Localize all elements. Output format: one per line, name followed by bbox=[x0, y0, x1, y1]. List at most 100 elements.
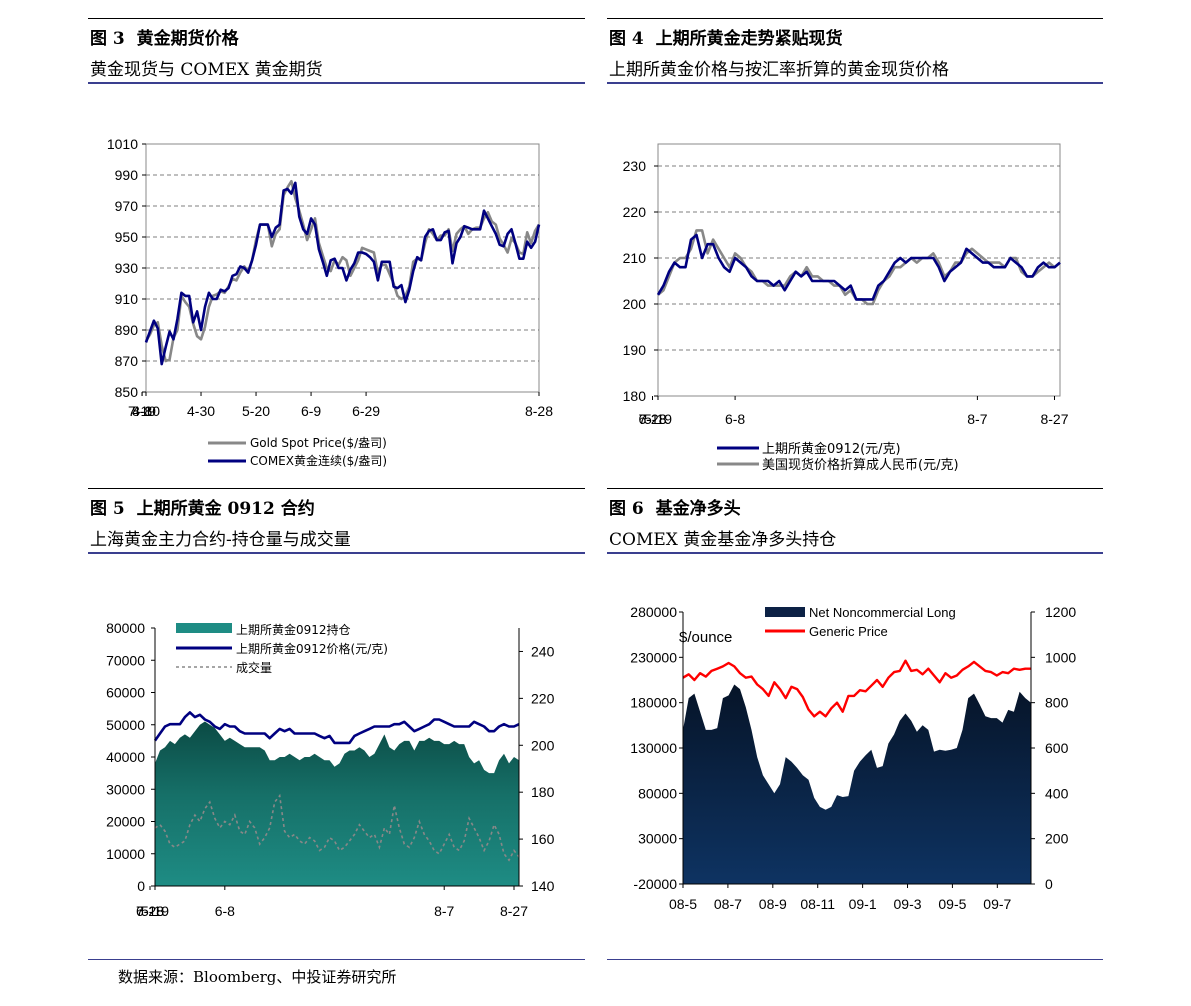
header-top-rule bbox=[88, 18, 585, 19]
y-tick-label: -20000 bbox=[633, 876, 677, 892]
y-tick-label: 80000 bbox=[638, 785, 677, 801]
plot-area bbox=[657, 143, 1061, 397]
y2-tick-label: 220 bbox=[531, 690, 555, 706]
y-tick-label: 990 bbox=[115, 167, 139, 183]
y-tick-label: 180 bbox=[623, 388, 647, 404]
x-tick-label: 8-7 bbox=[967, 411, 987, 427]
legend-label: Gold Spot Price($/盎司) bbox=[250, 436, 387, 450]
series-area-0 bbox=[155, 721, 519, 886]
figure-title: 图 6 基金净多头 bbox=[609, 499, 741, 519]
x-tick-label: 8-27 bbox=[500, 903, 528, 919]
legend-label: Generic Price bbox=[809, 624, 888, 639]
y-tick-label: 210 bbox=[623, 250, 647, 266]
y2-tick-label: 800 bbox=[1045, 695, 1069, 711]
series-line-2 bbox=[154, 793, 520, 862]
y2-tick-label: 200 bbox=[1045, 831, 1069, 847]
figure-subtitle: 上海黄金主力合约-持仓量与成交量 bbox=[90, 530, 351, 550]
x-tick-label: 5-19 bbox=[644, 411, 672, 427]
x-tick-label: 6-28 bbox=[136, 903, 164, 919]
series-line-1 bbox=[682, 659, 1031, 718]
x-tick-label: 09-5 bbox=[938, 896, 966, 912]
y2-tick-label: 1000 bbox=[1045, 649, 1076, 665]
y-tick-label: 190 bbox=[623, 342, 647, 358]
legend-label: 上期所黄金0912持仓 bbox=[236, 622, 351, 637]
panel-shfe-0912-contract: 图 5 上期所黄金 0912 合约 上海黄金主力合约-持仓量与成交量 0 1000… bbox=[88, 488, 585, 958]
chart-gold-futures: 850 870 890 910 930 950 970 990 1010 4-10 4-30 5-20… bbox=[107, 136, 553, 468]
x-tick-label: 08-9 bbox=[759, 896, 787, 912]
legend-label: COMEX黄金连续($/盎司) bbox=[250, 453, 387, 468]
x-tick-label: 6-8 bbox=[215, 903, 235, 919]
x-tick-label: 8-7 bbox=[434, 903, 454, 919]
x-tick-label: 08-11 bbox=[800, 896, 835, 912]
x-tick-label: 4-10 bbox=[132, 403, 160, 419]
x-tick-label: 7-18 bbox=[136, 903, 164, 919]
legend-label: 美国现货价格折算成人民币(元/克) bbox=[762, 457, 959, 473]
y-tick-label: 910 bbox=[115, 291, 139, 307]
y-tick-label: 0 bbox=[137, 878, 145, 894]
y-tick-label: 970 bbox=[115, 198, 139, 214]
y-tick-label: 280000 bbox=[630, 604, 677, 620]
x-tick-label: 7-18 bbox=[638, 411, 666, 427]
header-bottom-rule bbox=[88, 82, 585, 84]
x-tick-label: 4-30 bbox=[187, 403, 215, 419]
figure-subtitle: 黄金现货与 COMEX 黄金期货 bbox=[90, 60, 323, 80]
y2-tick-label: 180 bbox=[531, 784, 555, 800]
series-line-1 bbox=[153, 711, 520, 745]
header-bottom-rule bbox=[607, 82, 1103, 84]
header-bottom-rule bbox=[607, 552, 1103, 554]
panel-gold-futures: 图 3 黄金期货价格 黄金现货与 COMEX 黄金期货 850 870 890 910… bbox=[88, 18, 585, 488]
figure-title: 图 4 上期所黄金走势紧贴现货 bbox=[609, 29, 843, 49]
figure-title: 图 5 上期所黄金 0912 合约 bbox=[90, 499, 315, 519]
x-tick-label: 8-28 bbox=[525, 403, 553, 419]
y-tick-label: 80000 bbox=[106, 620, 145, 636]
y-tick-label: 30000 bbox=[106, 781, 145, 797]
series-line-0 bbox=[656, 233, 1061, 301]
y-tick-label: 950 bbox=[115, 229, 139, 245]
y-tick-label: 40000 bbox=[106, 749, 145, 765]
y2-tick-label: 1200 bbox=[1045, 604, 1076, 620]
y-tick-label: 70000 bbox=[106, 652, 145, 668]
x-tick-label: 6-8 bbox=[725, 411, 745, 427]
y2-tick-label: 140 bbox=[531, 878, 555, 894]
series-area-0 bbox=[683, 684, 1031, 884]
source-note: 数据来源：Bloomberg、中投证券研究所 bbox=[118, 968, 397, 986]
y-tick-label: 890 bbox=[115, 322, 139, 338]
y-tick-label: 870 bbox=[115, 353, 139, 369]
x-tick-label: 5-19 bbox=[141, 903, 169, 919]
legend-label: Net Noncommercial Long bbox=[809, 605, 956, 620]
footer-rule-right bbox=[607, 959, 1103, 960]
figure-subtitle: 上期所黄金价格与按汇率折算的黄金现货价格 bbox=[609, 60, 949, 80]
y2-tick-label: 400 bbox=[1045, 785, 1069, 801]
x-tick-label: 8-8 bbox=[132, 403, 152, 419]
x-tick-label: 6-28 bbox=[638, 411, 666, 427]
y2-tick-label: 160 bbox=[531, 831, 555, 847]
y2-tick-label: 200 bbox=[531, 737, 555, 753]
x-tick-label: 08-5 bbox=[669, 896, 697, 912]
y-tick-label: 20000 bbox=[106, 814, 145, 830]
x-tick-label: 6-9 bbox=[301, 403, 321, 419]
y-tick-label: 930 bbox=[115, 260, 139, 276]
x-tick-label: 6-29 bbox=[352, 403, 380, 419]
y-tick-label: 230 bbox=[623, 158, 647, 174]
legend-label: 上期所黄金0912价格(元/克) bbox=[236, 641, 388, 656]
header-top-rule bbox=[88, 488, 585, 489]
x-tick-label: 09-1 bbox=[849, 896, 877, 912]
header-top-rule bbox=[607, 18, 1103, 19]
x-tick-label: 09-7 bbox=[983, 896, 1011, 912]
legend-swatch bbox=[765, 607, 805, 617]
y-tick-label: 180000 bbox=[630, 695, 677, 711]
y-tick-label: 130000 bbox=[630, 740, 677, 756]
x-tick-label: 7-19 bbox=[128, 403, 156, 419]
x-tick-label: 8-27 bbox=[1040, 411, 1068, 427]
panel-shfe-vs-spot: 图 4 上期所黄金走势紧贴现货 上期所黄金价格与按汇率折算的黄金现货价格 180… bbox=[607, 18, 1103, 488]
y-tick-label: 850 bbox=[115, 384, 139, 400]
header-top-rule bbox=[607, 488, 1103, 489]
chart-shfe-0912-contract: 0 10000 20000 30000 40000 50000 60000 70000 8000… bbox=[106, 620, 555, 919]
legend-label: 成交量 bbox=[236, 660, 272, 675]
x-tick-label: 09-3 bbox=[894, 896, 922, 912]
y2-tick-label: 0 bbox=[1045, 876, 1053, 892]
x-tick-label: 08-7 bbox=[714, 896, 742, 912]
chart-fund-net-long: -20000 30000 80000 130000 180000 230000 280000… bbox=[630, 604, 1076, 912]
header-bottom-rule bbox=[88, 552, 585, 554]
y-tick-label: 10000 bbox=[106, 846, 145, 862]
